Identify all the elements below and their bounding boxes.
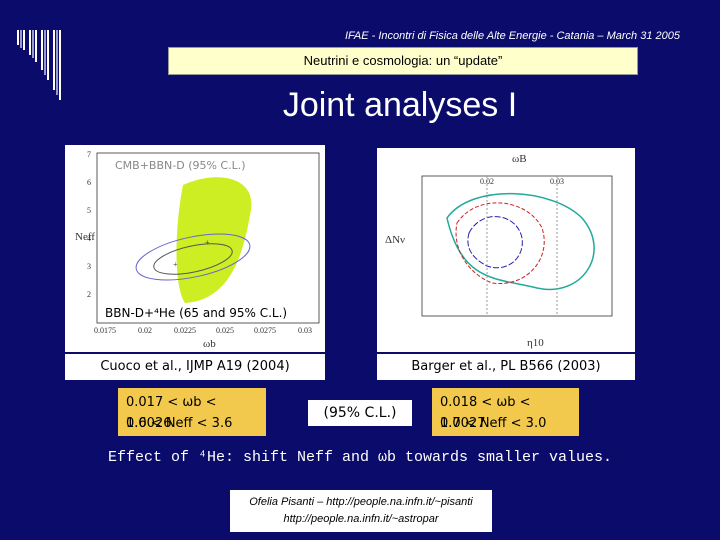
- caption: Barger et al., PL B566 (2003): [377, 354, 635, 380]
- tick-label: 0.03: [550, 177, 564, 186]
- svg-text:+: +: [173, 260, 178, 269]
- header: IFAE - Incontri di Fisica delle Alte Ene…: [344, 30, 680, 42]
- footer-line: Ofelia Pisanti – http://people.na.infn.i…: [249, 496, 473, 508]
- plot-label: CMB+BBN-D (95% C.L.): [115, 159, 246, 172]
- caption: Cuoco et al., IJMP A19 (2004): [65, 354, 325, 380]
- tick-label: 0.02: [138, 326, 152, 335]
- axis-label: ωb: [203, 338, 216, 350]
- svg-text:+: +: [205, 238, 210, 247]
- axis-label: Neff: [75, 231, 95, 243]
- axis-label: ΔNν: [385, 234, 405, 246]
- tick-label: 7: [87, 150, 91, 159]
- tick-label: 0.0275: [254, 326, 276, 335]
- left-plot: + + CMB+BBN-D (95% C.L.) BBN-D+⁴He (65 an…: [65, 145, 325, 352]
- footer-line: http://people.na.infn.it/~astropar: [283, 513, 439, 525]
- plot-label: BBN-D+⁴He (65 and 95% C.L.): [105, 306, 287, 320]
- conclusion: Effect of ⁴He: shift Neff and ωb towards…: [107, 449, 613, 466]
- footer: Ofelia Pisanti – http://people.na.infn.i…: [230, 490, 492, 532]
- tick-label: 0.025: [216, 326, 234, 335]
- tick-label: 2: [87, 290, 91, 299]
- tick-label: 4: [87, 234, 91, 243]
- axis-label: η10: [527, 337, 544, 349]
- result-line: 0.017 < ωb < 0.0026: [126, 395, 217, 431]
- result-box: 0.017 < ωb < 0.0026 1.6 < Neff < 3.6: [118, 388, 266, 436]
- result-line: 0.018 < ωb < 0.0027: [440, 395, 531, 431]
- subtitle: Neutrini e cosmologia: un “update”: [168, 47, 638, 75]
- result-line: 1.6 < Neff < 3.6: [126, 416, 233, 431]
- tick-label: 3: [87, 262, 91, 271]
- tick-label: 5: [87, 206, 91, 215]
- result-line: 1.7 < Neff < 3.0: [440, 416, 547, 431]
- tick-label: 6: [87, 178, 91, 187]
- decor-bars: [17, 30, 61, 100]
- note: (95% C.L.): [308, 400, 412, 426]
- result-box: 0.018 < ωb < 0.0027 1.7 < Neff < 3.0: [432, 388, 579, 436]
- tick-label: 0.03: [298, 326, 312, 335]
- tick-label: 0.02: [480, 177, 494, 186]
- title: Joint analyses I: [282, 86, 518, 124]
- tick-label: 0.0175: [94, 326, 116, 335]
- tick-label: 0.0225: [174, 326, 196, 335]
- axis-label: ωB: [512, 153, 527, 165]
- right-plot: ωB ΔNν η10 0.02 0.03: [377, 148, 635, 352]
